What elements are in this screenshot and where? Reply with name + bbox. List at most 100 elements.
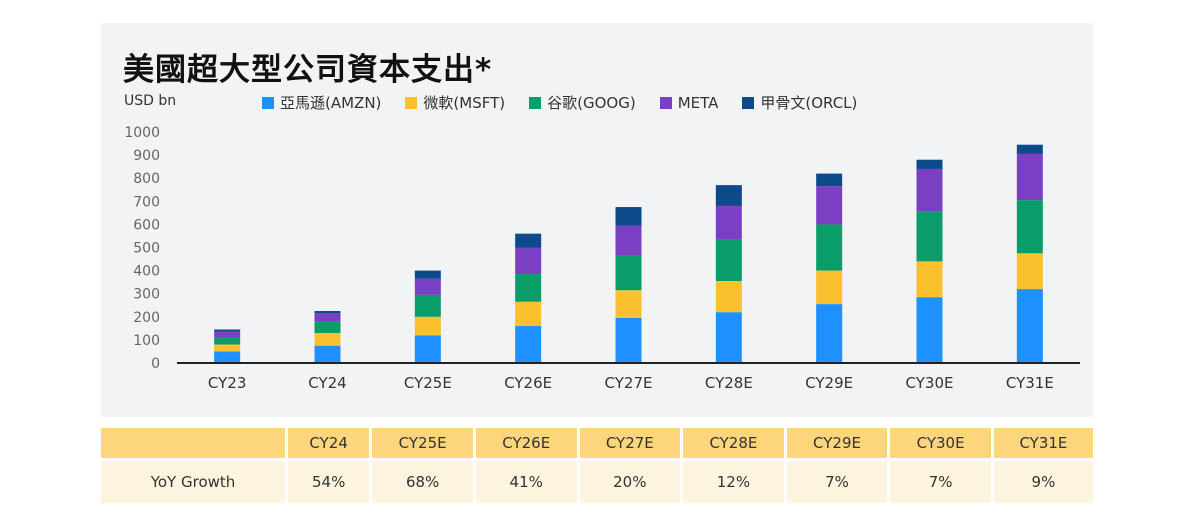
bar-segment: [615, 225, 642, 256]
legend-label-goog: 谷歌(GOOG): [547, 94, 636, 112]
table-header-row: CY24 CY25E CY26E CY27E CY28E CY29E CY30E…: [101, 428, 1093, 458]
bar-segment: [816, 186, 843, 225]
y-tick-label: 600: [133, 217, 160, 233]
bar-segment: [916, 159, 943, 169]
bar-segment: [916, 211, 943, 262]
bar-segment: [816, 173, 843, 187]
bar-segment: [314, 345, 341, 363]
bar-segment: [916, 261, 943, 298]
table-cell: 54%: [286, 461, 373, 503]
y-tick-label: 900: [133, 148, 160, 164]
table-header-cell: CY27E: [578, 428, 684, 458]
legend-swatch-amzn: [262, 96, 274, 109]
bar-stack-cy24: [314, 311, 341, 363]
x-tick-label: CY28E: [705, 374, 753, 392]
legend-label-meta: META: [677, 93, 719, 112]
table-header-cell: CY31E: [992, 428, 1093, 458]
bar-segment: [916, 297, 943, 363]
x-tick-label: CY24: [308, 374, 346, 392]
legend-item-orcl: 甲骨文(ORCL): [742, 92, 857, 113]
legend-item-msft: 微軟(MSFT): [405, 92, 505, 113]
row-label: YoY Growth: [101, 461, 288, 503]
bar-segment: [414, 294, 441, 317]
bar-segment: [816, 224, 843, 271]
bar-segment: [715, 205, 742, 240]
bar-segment: [214, 329, 241, 332]
table-cell: 7%: [785, 461, 891, 503]
bar-segment: [314, 332, 341, 346]
bar-segment: [615, 207, 642, 226]
bar-segment: [1016, 144, 1043, 154]
legend-swatch-goog: [529, 96, 542, 109]
bar-segment: [715, 239, 742, 281]
legend-label-orcl: 甲骨文(ORCL): [760, 94, 858, 112]
table-header-cell: CY24: [286, 428, 373, 458]
bar-segment: [1016, 200, 1043, 254]
table-cell: 7%: [888, 461, 994, 503]
bar-stack-cy29e: [816, 173, 843, 363]
bar-segment: [414, 278, 441, 295]
y-tick-label: 0: [151, 356, 160, 372]
y-tick-label: 100: [133, 333, 160, 349]
bar-segment: [1016, 289, 1043, 363]
bar-stack-cy30e: [916, 159, 943, 363]
x-tick-label: CY23: [208, 374, 246, 392]
table-header-cell: CY26E: [474, 428, 580, 458]
bar-segment: [314, 321, 341, 333]
bar-segment: [214, 351, 241, 363]
bar-segment: [414, 316, 441, 336]
bar-segment: [615, 255, 642, 291]
y-tick-label: 500: [133, 241, 160, 257]
x-tick-label: CY26E: [504, 374, 552, 392]
bar-segment: [515, 247, 542, 275]
bar-segment: [615, 317, 642, 363]
table-header-cell: CY30E: [888, 428, 994, 458]
table-cell: 41%: [474, 461, 580, 503]
y-tick-label: 800: [133, 171, 160, 187]
legend-swatch-msft: [405, 96, 418, 109]
y-tick-label: 700: [133, 194, 160, 210]
table-header-cell: [101, 428, 288, 458]
y-tick-label: 300: [133, 287, 160, 303]
bar-segment: [214, 337, 241, 345]
bar-stack-cy27e: [615, 207, 642, 363]
legend-label-amzn: 亞馬遜(AMZN): [280, 94, 382, 112]
bar-segment: [615, 290, 642, 318]
bar-segment: [314, 311, 341, 314]
bar-segment: [515, 326, 542, 363]
bar-segment: [314, 313, 341, 322]
table-cell: 20%: [578, 461, 684, 503]
table-cell: 12%: [681, 461, 787, 503]
y-tick-label: 200: [133, 310, 160, 326]
bar-stacks: [214, 144, 1043, 363]
bar-segment: [214, 344, 241, 352]
table-header-cell: CY28E: [681, 428, 787, 458]
bar-stack-cy25e: [414, 270, 441, 363]
bar-segment: [1016, 253, 1043, 290]
yoy-growth-table: CY24 CY25E CY26E CY27E CY28E CY29E CY30E…: [101, 428, 1093, 503]
x-tick-label: CY27E: [605, 374, 653, 392]
bar-segment: [1016, 153, 1043, 201]
table-header-cell: CY25E: [370, 428, 476, 458]
table-cell: 68%: [370, 461, 476, 503]
y-axis-unit-label: USD bn: [124, 93, 177, 109]
legend-label-msft: 微軟(MSFT): [423, 94, 506, 112]
x-tick-label: CY25E: [404, 374, 452, 392]
y-tick-label: 1000: [124, 125, 160, 141]
legend-item-meta: META: [659, 92, 719, 113]
chart-title: 美國超大型公司資本支出*: [123, 52, 493, 88]
bar-segment: [916, 168, 943, 212]
legend-item-amzn: 亞馬遜(AMZN): [262, 92, 381, 113]
bar-segment: [414, 270, 441, 279]
bar-stack-cy28e: [715, 185, 742, 363]
table-header-cell: CY29E: [785, 428, 891, 458]
legend-swatch-meta: [659, 96, 672, 109]
table-cell: 9%: [992, 461, 1093, 503]
legend-item-goog: 谷歌(GOOG): [529, 92, 636, 113]
bar-segment: [515, 233, 542, 248]
x-axis-ticks: CY23 CY24 CY25E CY26E CY27E CY28E CY29E CY30E CY…: [208, 374, 1054, 392]
bar-stack-cy26e: [515, 233, 542, 363]
x-tick-label: CY31E: [1006, 374, 1054, 392]
table-row: YoY Growth 54% 68% 41% 20% 12% 7% 7% 9%: [101, 461, 1093, 503]
